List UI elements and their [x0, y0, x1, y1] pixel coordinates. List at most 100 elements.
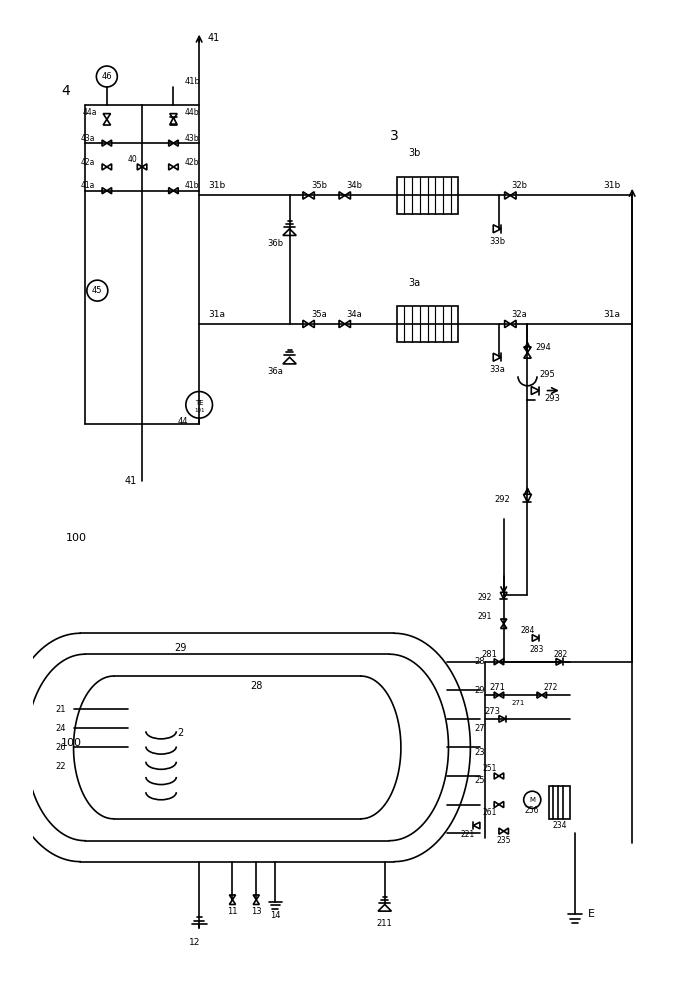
Text: 292: 292: [495, 495, 510, 504]
Polygon shape: [303, 192, 308, 199]
Polygon shape: [230, 895, 236, 900]
Text: 271: 271: [511, 700, 524, 706]
Text: 3: 3: [389, 129, 398, 143]
Polygon shape: [173, 188, 178, 194]
Text: 44a: 44a: [83, 108, 97, 117]
Text: 36a: 36a: [267, 367, 284, 376]
Polygon shape: [494, 659, 499, 665]
Polygon shape: [494, 801, 499, 808]
Text: 3a: 3a: [408, 278, 421, 288]
Text: 234: 234: [553, 821, 567, 830]
Text: 261: 261: [482, 808, 497, 817]
Polygon shape: [339, 320, 345, 328]
Polygon shape: [533, 635, 539, 641]
Polygon shape: [169, 164, 173, 170]
Text: 43a: 43a: [81, 134, 95, 143]
Polygon shape: [542, 692, 547, 698]
Polygon shape: [169, 119, 177, 125]
Polygon shape: [253, 900, 259, 904]
Polygon shape: [103, 114, 111, 119]
Text: 41a: 41a: [81, 181, 95, 190]
Polygon shape: [308, 192, 315, 199]
Text: 43b: 43b: [185, 134, 200, 143]
Text: 11: 11: [227, 907, 238, 916]
Polygon shape: [473, 822, 480, 829]
Polygon shape: [169, 188, 173, 194]
Polygon shape: [494, 692, 499, 698]
Polygon shape: [537, 692, 542, 698]
Circle shape: [97, 66, 117, 87]
Polygon shape: [107, 164, 111, 170]
Text: 28: 28: [475, 657, 485, 666]
Text: 44b: 44b: [185, 108, 200, 117]
Polygon shape: [102, 164, 107, 170]
Text: M: M: [529, 797, 535, 803]
Polygon shape: [499, 801, 504, 808]
Text: 271: 271: [489, 683, 506, 692]
Text: 294: 294: [535, 343, 551, 352]
Polygon shape: [173, 140, 178, 146]
Polygon shape: [169, 140, 173, 146]
Polygon shape: [556, 658, 563, 665]
Text: 2: 2: [177, 728, 183, 738]
Text: 292: 292: [478, 593, 492, 602]
Text: 22: 22: [55, 762, 66, 771]
Text: 23: 23: [475, 748, 485, 757]
Text: 36b: 36b: [267, 239, 284, 248]
Polygon shape: [500, 592, 507, 599]
Text: 35a: 35a: [311, 310, 327, 319]
Polygon shape: [505, 320, 510, 328]
Text: 221: 221: [460, 830, 475, 839]
Text: 4: 4: [61, 84, 70, 98]
Polygon shape: [137, 164, 142, 170]
Polygon shape: [494, 773, 499, 779]
Text: 28: 28: [250, 681, 263, 691]
Polygon shape: [505, 192, 510, 199]
Text: 283: 283: [530, 645, 544, 654]
Text: 33a: 33a: [489, 365, 505, 374]
Text: 235: 235: [496, 836, 511, 845]
Text: 101: 101: [194, 408, 205, 413]
Text: TE: TE: [195, 400, 203, 406]
Polygon shape: [102, 140, 107, 146]
Polygon shape: [499, 692, 504, 698]
Text: 27: 27: [475, 724, 485, 733]
Text: 34b: 34b: [347, 181, 362, 190]
Polygon shape: [173, 164, 178, 170]
Bar: [549, 786, 570, 819]
Text: 14: 14: [270, 911, 281, 920]
Text: 32b: 32b: [511, 181, 527, 190]
Text: 291: 291: [478, 612, 492, 621]
Text: 31b: 31b: [603, 181, 621, 190]
Polygon shape: [499, 659, 504, 665]
Text: 295: 295: [539, 370, 555, 379]
Polygon shape: [303, 320, 308, 328]
Text: 25: 25: [475, 776, 485, 785]
Polygon shape: [169, 114, 177, 119]
Text: 41b: 41b: [185, 77, 200, 86]
Text: 251: 251: [482, 764, 497, 773]
Text: 12: 12: [189, 938, 200, 947]
Text: 41b: 41b: [185, 181, 199, 190]
Text: 29: 29: [174, 643, 186, 653]
Text: 273: 273: [484, 707, 500, 716]
Polygon shape: [170, 117, 177, 124]
Text: 24: 24: [55, 724, 66, 733]
Polygon shape: [499, 716, 506, 722]
Polygon shape: [308, 320, 315, 328]
Polygon shape: [103, 119, 111, 125]
Polygon shape: [107, 188, 111, 194]
Polygon shape: [253, 895, 259, 900]
Text: 40: 40: [128, 155, 138, 164]
Polygon shape: [504, 828, 508, 834]
Text: 33b: 33b: [489, 237, 505, 246]
Bar: [397, 306, 458, 342]
Polygon shape: [102, 188, 107, 194]
Polygon shape: [378, 904, 392, 911]
Polygon shape: [531, 387, 539, 395]
Bar: [397, 177, 458, 214]
Polygon shape: [510, 192, 516, 199]
Text: 42a: 42a: [81, 158, 95, 167]
Text: 284: 284: [520, 626, 535, 635]
Polygon shape: [501, 624, 507, 628]
